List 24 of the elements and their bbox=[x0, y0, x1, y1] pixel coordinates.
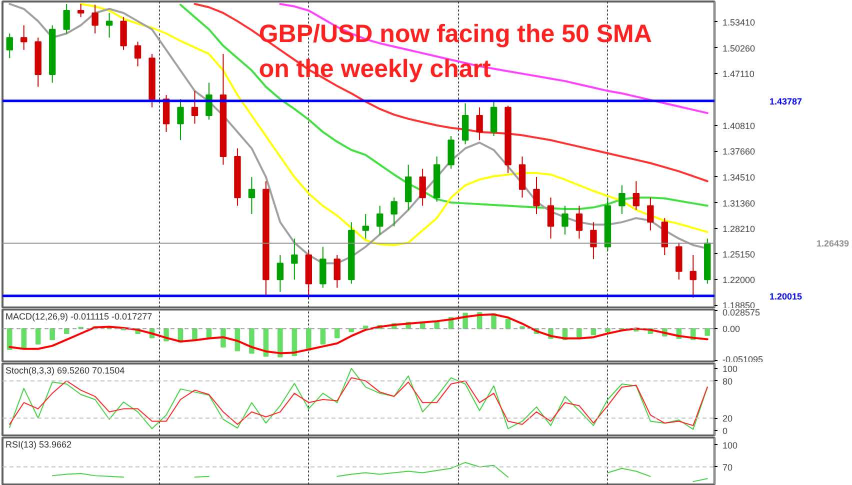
y-tick-label: 0 bbox=[722, 426, 728, 436]
ref-line-label: 1.26439 bbox=[816, 238, 850, 249]
y-tick-label: 1.40810 bbox=[722, 120, 756, 131]
y-tick-label: 20 bbox=[722, 414, 733, 424]
y-tick-label: 100 bbox=[722, 364, 738, 374]
y-tick-label: 100 bbox=[722, 440, 738, 450]
y-tick-label: 70 bbox=[722, 462, 733, 472]
y-tick-label: 1.47110 bbox=[722, 69, 754, 80]
y-tick-label: 1.31360 bbox=[722, 198, 756, 208]
y-tick-label: 1.37660 bbox=[722, 146, 756, 157]
ref-line-label: 1.43787 bbox=[770, 96, 802, 106]
ref-line-label: 1.20015 bbox=[770, 291, 802, 302]
chart-title: RSI(13) 53.9662 bbox=[6, 440, 72, 450]
y-tick-label: 1.53410 bbox=[722, 17, 756, 28]
y-tick-label: 0.028575 bbox=[722, 308, 760, 318]
y-tick-label: 80 bbox=[722, 376, 733, 386]
y-tick-label: 0.00 bbox=[722, 324, 740, 334]
y-tick-label: 1.28210 bbox=[722, 224, 756, 234]
y-tick-label: 1.22000 bbox=[722, 275, 756, 286]
y-tick-label: 1.50260 bbox=[722, 43, 756, 54]
y-tick-label: 1.25150 bbox=[722, 249, 756, 260]
chart-title: Stoch(8,3,3) 69.5260 70.1504 bbox=[6, 366, 125, 376]
chart-title: MACD(12,26,9) -0.011115 -0.017277 bbox=[6, 312, 152, 322]
y-tick-label: 1.34510 bbox=[722, 172, 756, 182]
